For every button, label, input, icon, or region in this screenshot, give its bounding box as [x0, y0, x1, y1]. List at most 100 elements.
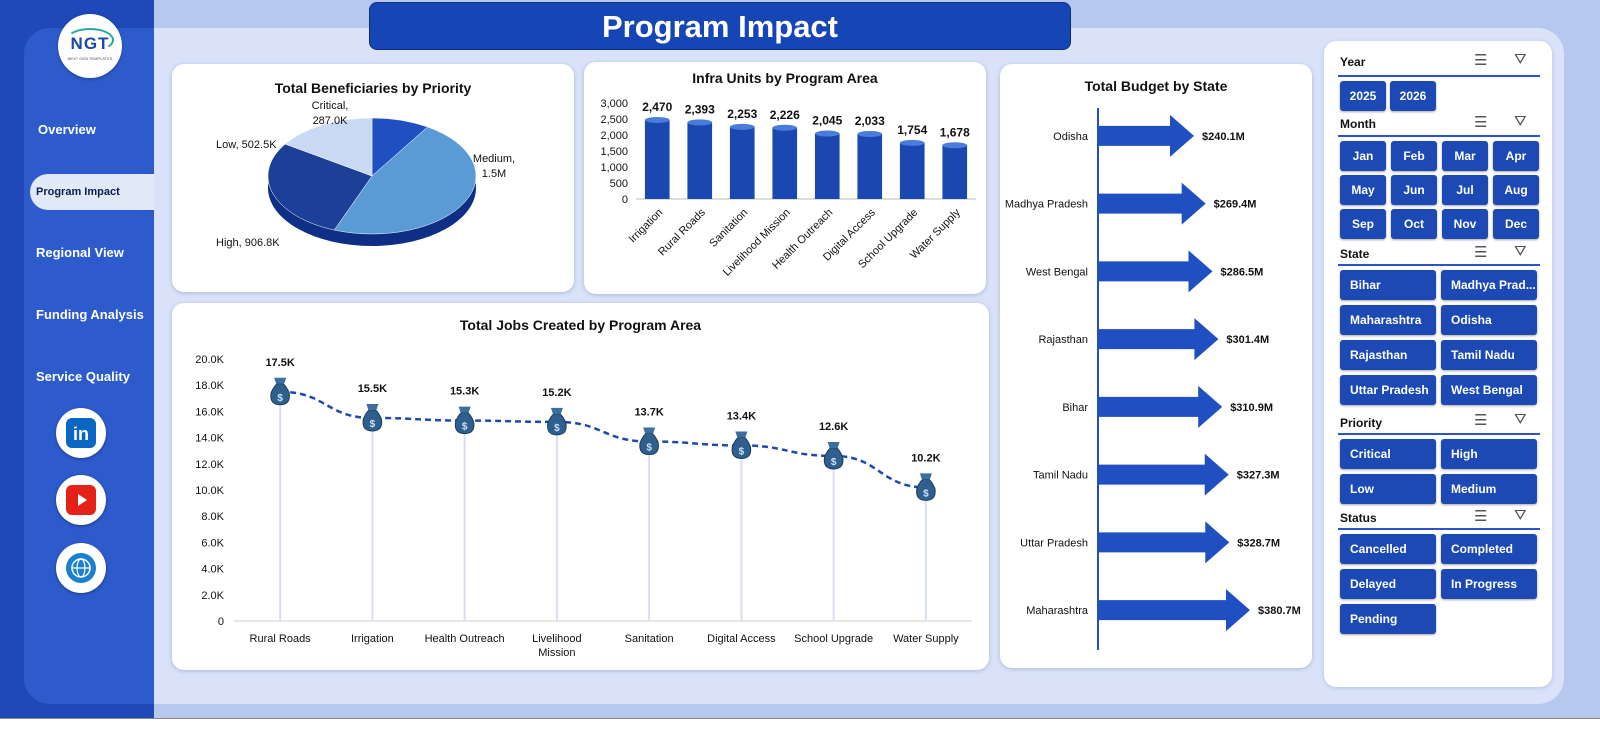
jobs-xtick-label: School Upgrade [794, 633, 873, 645]
budget-value-label: $240.1M [1202, 131, 1245, 143]
infra-ytick-label: 1,000 [600, 162, 628, 174]
infra-data-label: 2,033 [855, 114, 885, 128]
month-option-nov[interactable]: Nov [1442, 209, 1488, 239]
status-option-completed[interactable]: Completed [1441, 534, 1537, 564]
status-option-delayed[interactable]: Delayed [1340, 569, 1436, 599]
web-button[interactable] [56, 543, 106, 593]
infra-bar-health-outreach [814, 133, 840, 199]
multi-select-icon[interactable]: ☰ [1474, 508, 1488, 525]
pie-label-medium: 1.5M [482, 168, 506, 180]
priority-slicer-title: Priority [1340, 416, 1383, 430]
budget-arrow-maharashtra [1098, 589, 1250, 632]
money-bag-icon: $ [731, 431, 752, 459]
state-slicer-divider [1338, 264, 1540, 266]
logo[interactable]: NGT NEXT GEN TEMPLATES [58, 14, 122, 78]
infra-chart-title: Infra Units by Program Area [692, 70, 878, 86]
month-option-feb[interactable]: Feb [1391, 141, 1437, 171]
infra-bar-cap [899, 139, 925, 146]
budget-category-label: West Bengal [1026, 266, 1088, 278]
infra-chart: 0 500 1,000 1,500 2,000 2,500 3,000 2,470 Irriga… [600, 98, 976, 279]
jobs-data-label: 13.4K [727, 410, 756, 422]
multi-select-icon[interactable]: ☰ [1474, 244, 1488, 261]
jobs-xtick-label: Sanitation [625, 633, 674, 645]
jobs-chart-card: Total Jobs Created by Program Area 0 2.0K… [172, 303, 989, 670]
priority-option-critical[interactable]: Critical [1340, 439, 1436, 469]
status-option-cancelled[interactable]: Cancelled [1340, 534, 1436, 564]
month-option-aug[interactable]: Aug [1493, 175, 1539, 205]
money-bag-neck [274, 377, 287, 384]
infra-data-label: 2,470 [642, 100, 672, 114]
clear-filter-icon[interactable]: ⛛ [1514, 507, 1527, 524]
money-bag-symbol: $ [554, 423, 560, 434]
year-option-2025[interactable]: 2025 [1340, 81, 1386, 111]
jobs-ytick-label: 14.0K [195, 433, 224, 445]
budget-category-label: Uttar Pradesh [1020, 537, 1088, 549]
jobs-data-label: 15.2K [542, 387, 571, 399]
infra-bar-cap [814, 130, 840, 137]
month-option-jun[interactable]: Jun [1391, 175, 1437, 205]
month-option-jan[interactable]: Jan [1340, 141, 1386, 171]
jobs-xtick-label: Livelihood [532, 633, 582, 645]
month-option-jul[interactable]: Jul [1442, 175, 1488, 205]
state-option-madhya-prad[interactable]: Madhya Prad... [1441, 270, 1537, 300]
state-option-bihar[interactable]: Bihar [1340, 270, 1436, 300]
budget-arrow-rajasthan [1098, 318, 1219, 361]
infra-xtick-label: Irrigation [627, 207, 666, 246]
pie-label-critical: Critical, [312, 100, 349, 112]
nav-item-funding-analysis[interactable]: Funding Analysis [36, 307, 144, 322]
month-option-apr[interactable]: Apr [1493, 141, 1539, 171]
money-bag-icon: $ [639, 427, 659, 456]
nav-item-overview[interactable]: Overview [38, 122, 96, 137]
status-option-in-progress[interactable]: In Progress [1441, 569, 1537, 599]
state-option-odisha[interactable]: Odisha [1441, 305, 1537, 335]
year-option-2026[interactable]: 2026 [1390, 81, 1436, 111]
budget-category-label: Madhya Pradesh [1005, 199, 1088, 211]
clear-filter-icon[interactable]: ⛛ [1514, 243, 1527, 260]
clear-filter-icon[interactable]: ⛛ [1514, 51, 1527, 68]
clear-filter-icon[interactable]: ⛛ [1514, 411, 1527, 428]
pie-slice-medium [333, 126, 477, 235]
money-bag-symbol: $ [646, 443, 652, 454]
jobs-xtick-label: Irrigation [351, 633, 394, 645]
month-option-mar[interactable]: Mar [1442, 141, 1488, 171]
state-option-maharashtra[interactable]: Maharashtra [1340, 305, 1436, 335]
jobs-ytick-label: 4.0K [201, 564, 224, 576]
nav-item-program-impact[interactable] [30, 174, 154, 210]
multi-select-icon[interactable]: ☰ [1474, 412, 1488, 429]
status-option-pending[interactable]: Pending [1340, 604, 1436, 634]
infra-data-label: 1,678 [940, 125, 970, 139]
jobs-xtick-label: Digital Access [707, 633, 776, 645]
infra-ytick-label: 3,000 [600, 98, 628, 110]
priority-option-high[interactable]: High [1441, 439, 1537, 469]
state-option-rajasthan[interactable]: Rajasthan [1340, 340, 1436, 370]
month-option-dec[interactable]: Dec [1493, 209, 1539, 239]
month-option-sep[interactable]: Sep [1340, 209, 1386, 239]
state-option-tamil-nadu[interactable]: Tamil Nadu [1441, 340, 1537, 370]
infra-xtick-label: Sanitation [707, 207, 750, 250]
state-option-west-bengal[interactable]: West Bengal [1441, 375, 1537, 405]
clear-filter-icon[interactable]: ⛛ [1514, 113, 1527, 130]
budget-arrow-uttar-pradesh [1098, 521, 1230, 564]
money-bag-symbol: $ [462, 422, 468, 433]
state-option-uttar-pradesh[interactable]: Uttar Pradesh [1340, 375, 1436, 405]
pie-chart-card: Total Beneficiaries by Priority Critical… [172, 64, 574, 292]
month-option-oct[interactable]: Oct [1391, 209, 1437, 239]
multi-select-icon[interactable]: ☰ [1474, 52, 1488, 69]
budget-arrow-bihar [1098, 385, 1223, 428]
nav-item-regional-view[interactable]: Regional View [36, 245, 124, 260]
nav-item-service-quality[interactable]: Service Quality [36, 369, 130, 384]
multi-select-icon[interactable]: ☰ [1474, 114, 1488, 131]
budget-value-label: $380.7M [1258, 605, 1301, 617]
month-option-may[interactable]: May [1340, 175, 1386, 205]
money-bag-icon: $ [916, 473, 936, 501]
money-bag-body [270, 383, 290, 406]
priority-option-medium[interactable]: Medium [1441, 474, 1537, 504]
linkedin-button[interactable]: in [56, 408, 106, 458]
priority-slicer-divider [1338, 433, 1540, 435]
infra-ytick-label: 2,000 [600, 130, 628, 142]
youtube-button[interactable] [56, 475, 106, 525]
jobs-ytick-label: 8.0K [201, 511, 224, 523]
pie-label-critical: 287.0K [313, 115, 349, 127]
money-bag-symbol: $ [923, 488, 929, 499]
priority-option-low[interactable]: Low [1340, 474, 1436, 504]
